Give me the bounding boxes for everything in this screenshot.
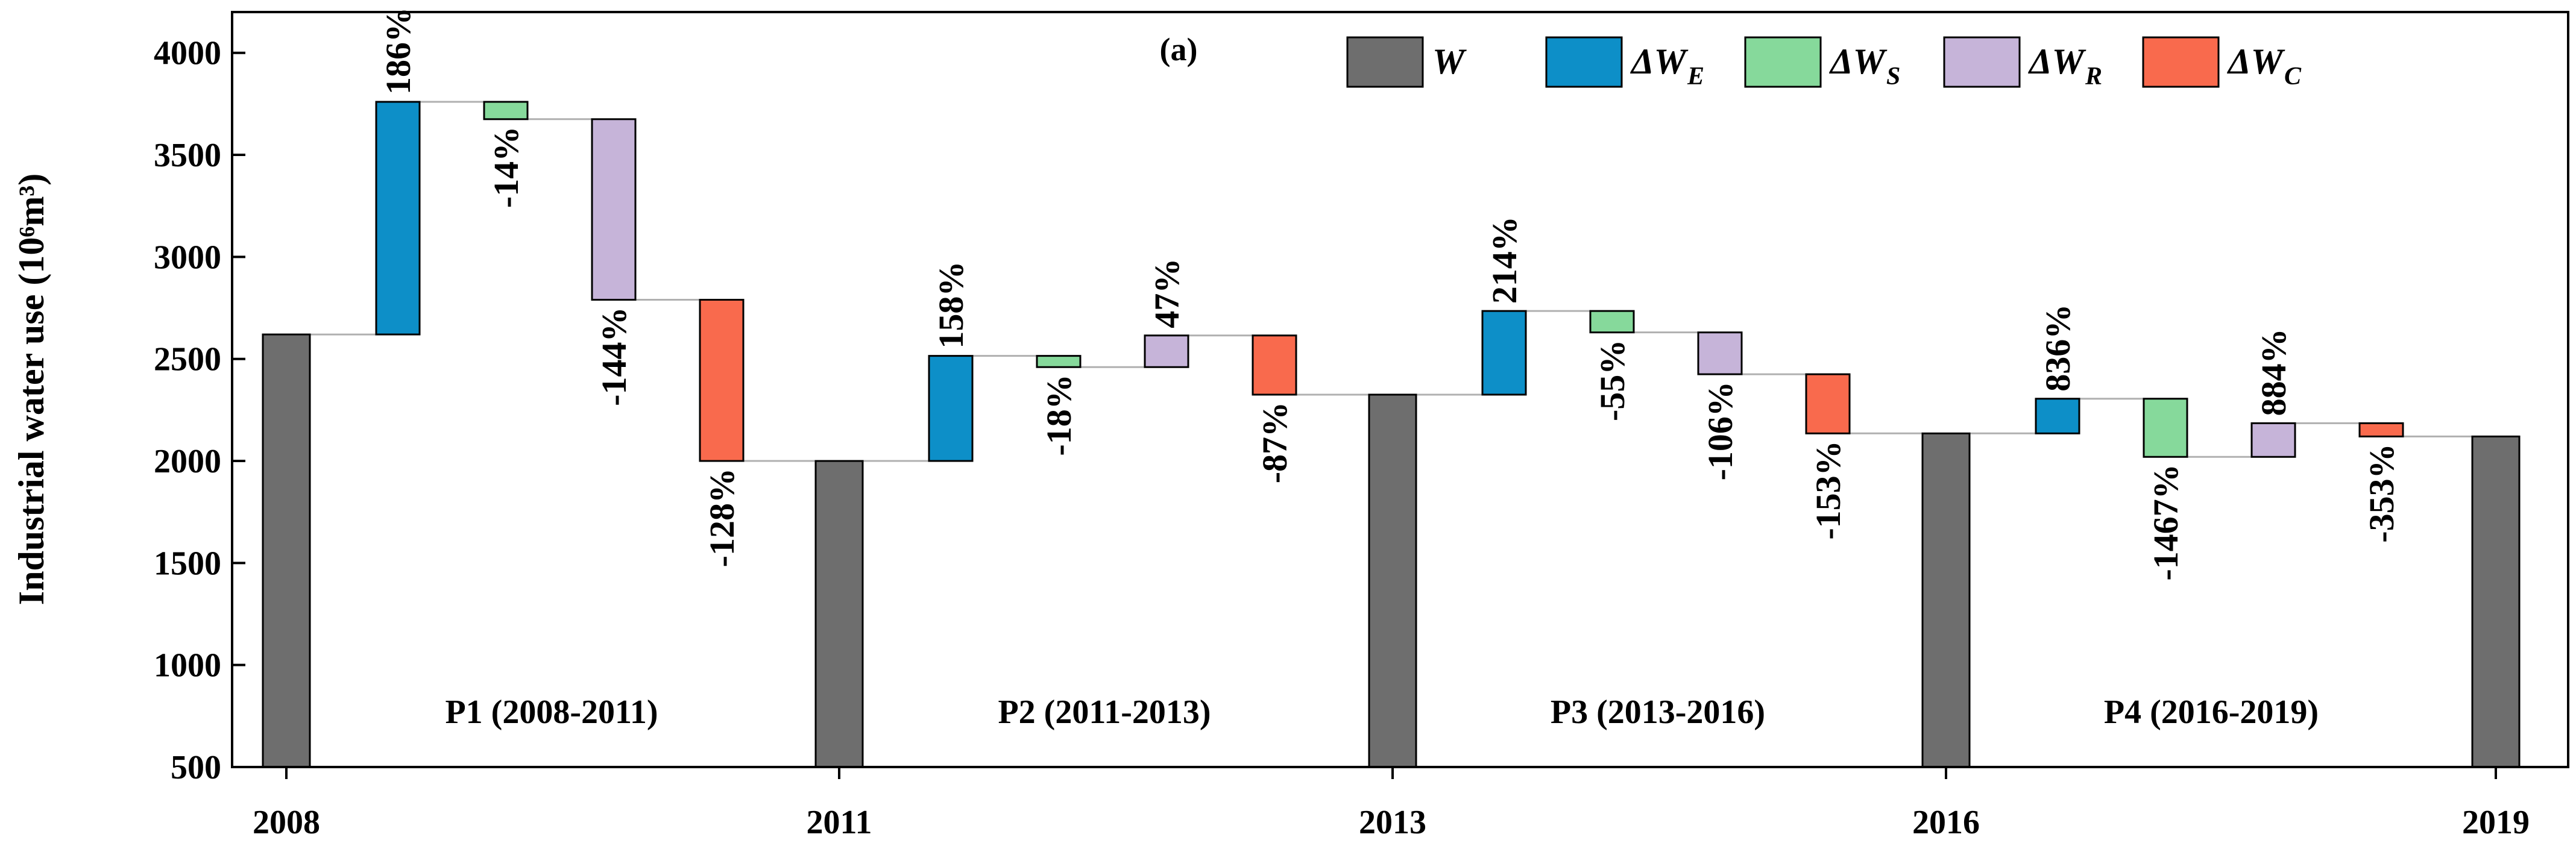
legend-subscript-E: E bbox=[1687, 63, 1704, 90]
bar-structure-effect-p4 bbox=[2143, 398, 2188, 458]
bar-total-2019 bbox=[2471, 435, 2521, 768]
percent-label: 47% bbox=[1147, 258, 1186, 328]
bar-conservation-effect-p4 bbox=[2358, 422, 2404, 437]
legend-subscript-C: C bbox=[2284, 63, 2302, 90]
bar-structure-effect-p3 bbox=[1589, 310, 1635, 334]
bar-economic-effect-p2 bbox=[928, 355, 974, 462]
bar-total-2011 bbox=[814, 460, 864, 768]
bar-rate-effect-p1 bbox=[591, 118, 637, 301]
percent-label: 186% bbox=[379, 7, 418, 95]
bars-layer bbox=[262, 101, 2521, 768]
x-tick-label-2016: 2016 bbox=[1912, 804, 1980, 841]
percent-label: -353% bbox=[2362, 443, 2401, 542]
bar-total-2008 bbox=[262, 333, 311, 768]
y-tick-label: 1500 bbox=[154, 545, 221, 582]
legend-subscript-S: S bbox=[1886, 63, 1900, 90]
percent-label: 214% bbox=[1485, 216, 1524, 304]
percent-label: -128% bbox=[702, 468, 742, 567]
y-tick-label: 2000 bbox=[154, 443, 221, 480]
period-label-p2: P2 (2011-2013) bbox=[998, 694, 1211, 731]
legend-swatch-W bbox=[1346, 36, 1424, 88]
percent-label: -106% bbox=[1701, 381, 1740, 480]
legend-label-S: ΔW bbox=[1829, 42, 1888, 81]
y-tick-label: 3500 bbox=[154, 137, 221, 174]
x-tick-label-2008: 2008 bbox=[253, 804, 320, 841]
percent-label: 836% bbox=[2038, 304, 2077, 392]
bar-economic-effect-p4 bbox=[2035, 398, 2080, 434]
panel-label: (a) bbox=[1160, 31, 1198, 67]
legend-label-W: W bbox=[1432, 42, 1467, 81]
bar-total-2013 bbox=[1368, 393, 1417, 768]
bar-conservation-effect-p3 bbox=[1805, 373, 1851, 434]
percent-label: -18% bbox=[1039, 374, 1079, 456]
legend: W ΔW E ΔW S ΔW R ΔW C bbox=[1346, 36, 2302, 90]
percent-label: -55% bbox=[1593, 340, 1632, 421]
legend-label-E: ΔW bbox=[1630, 42, 1689, 81]
bar-economic-effect-p1 bbox=[375, 101, 421, 336]
bar-rate-effect-p2 bbox=[1144, 334, 1189, 368]
bar-economic-effect-p3 bbox=[1481, 310, 1527, 396]
bar-rate-effect-p3 bbox=[1697, 331, 1743, 375]
y-tick-label: 4000 bbox=[154, 35, 221, 72]
bar-total-2016 bbox=[1921, 432, 1971, 768]
bar-rate-effect-p4 bbox=[2250, 422, 2296, 458]
y-tick-label: 1000 bbox=[154, 647, 221, 684]
legend-swatch-S bbox=[1744, 36, 1822, 88]
y-tick-label: 3000 bbox=[154, 239, 221, 276]
legend-label-R: ΔW bbox=[2028, 42, 2086, 81]
percent-label: 884% bbox=[2254, 328, 2293, 416]
plot-frame bbox=[231, 11, 2569, 768]
percent-label: -14% bbox=[487, 127, 526, 208]
legend-swatch-R bbox=[1943, 36, 2021, 88]
x-tick-label-2019: 2019 bbox=[2462, 804, 2530, 841]
connector-layer bbox=[310, 101, 2472, 462]
labels-layer: 186% -14% -144% -128% P1 (2008-2011) 158% -18%… bbox=[379, 7, 2401, 731]
bar-conservation-effect-p2 bbox=[1252, 334, 1297, 396]
bar-conservation-effect-p1 bbox=[699, 298, 745, 462]
percent-label: -144% bbox=[594, 307, 634, 406]
percent-label: -153% bbox=[1809, 440, 1848, 539]
percent-label: -1467% bbox=[2146, 464, 2185, 580]
x-tick-label-2011: 2011 bbox=[807, 804, 872, 841]
legend-swatch-E bbox=[1545, 36, 1623, 88]
period-label-p1: P1 (2008-2011) bbox=[445, 694, 658, 731]
bar-structure-effect-p2 bbox=[1036, 355, 1082, 368]
percent-label: -87% bbox=[1255, 402, 1294, 483]
legend-swatch-C bbox=[2142, 36, 2220, 88]
axes-layer: Industrial water use (10⁶m³) (a) 500 1000… bbox=[11, 11, 2569, 841]
legend-subscript-R: R bbox=[2085, 63, 2102, 90]
y-tick-label: 500 bbox=[171, 749, 221, 786]
y-tick-label: 2500 bbox=[154, 341, 221, 378]
bar-structure-effect-p1 bbox=[483, 101, 529, 121]
x-tick-label-2013: 2013 bbox=[1359, 804, 1426, 841]
y-axis-title: Industrial water use (10⁶m³) bbox=[11, 174, 51, 606]
period-label-p4: P4 (2016-2019) bbox=[2104, 694, 2319, 731]
percent-label: 158% bbox=[931, 262, 971, 349]
legend-label-C: ΔW bbox=[2227, 42, 2285, 81]
period-label-p3: P3 (2013-2016) bbox=[1551, 694, 1765, 731]
